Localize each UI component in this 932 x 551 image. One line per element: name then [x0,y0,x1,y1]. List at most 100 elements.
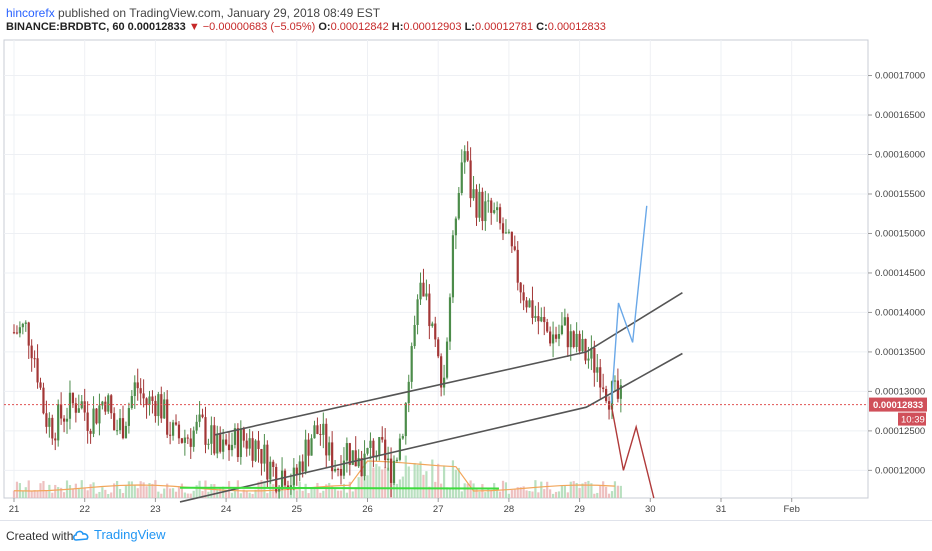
volume-bar [543,489,546,498]
candle-body [166,399,169,435]
volume-bar [160,493,163,498]
candle-body [27,322,30,346]
volume-bar [551,493,555,498]
brand-text: TradingView [94,527,166,542]
volume-bar [286,488,290,498]
candle-body [496,207,499,211]
volume-bar [269,480,272,498]
candle-body [242,429,245,441]
time-axis[interactable]: 21 22 23 24 25 26 27 28 29 30 31 Feb [9,498,800,515]
volume-bar [454,469,457,498]
volume-bar [510,489,513,498]
candle-body [537,316,540,322]
y-tick-label: 0.00015500 [875,189,925,200]
projection-up-path[interactable] [610,205,648,404]
candle-body [578,333,581,352]
candle-body [599,367,602,388]
candle-body [333,468,337,472]
volume-bar [404,455,407,498]
volume-ma-line [13,460,615,492]
tradingview-logo[interactable]: TradingView [72,527,166,542]
volume-bar [354,487,357,498]
price-axis[interactable]: 0.00017000 0.00016500 0.00016000 0.00015500… [868,71,927,477]
volume-bar [130,481,133,498]
candlestick-series[interactable] [12,141,622,499]
candle-body [478,191,481,218]
volume-bar [460,491,463,498]
volume-bar [593,493,596,498]
drawings-layer[interactable] [4,205,868,503]
support-line[interactable] [180,486,499,490]
candle-body [313,425,316,439]
candle-body [510,231,513,247]
volume-bar [419,461,422,498]
candle-body [245,440,248,449]
candle-body [569,331,572,348]
volume-bar [74,483,77,498]
volume-bar [251,493,254,498]
volume-bar [478,491,481,498]
trend-channel-upper[interactable] [214,292,683,436]
candle-body [207,443,210,445]
candle-body [45,413,48,427]
volume-bar [225,492,228,498]
candle-body [342,460,346,476]
candle-body [186,437,189,439]
volume-bar [21,490,24,498]
candle-body [575,333,578,347]
volume-bar [48,484,51,498]
volume-bar [590,483,593,498]
candle-body [57,404,60,441]
volume-bar [339,490,343,498]
candle-body [469,160,472,199]
candle-body [528,300,531,308]
candle-body [357,457,360,467]
candle-body [442,377,446,388]
x-tick-label: 22 [79,504,90,515]
candle-body [484,201,487,222]
candle-body [92,408,95,434]
candle-body [210,425,213,444]
candle-body [213,425,216,454]
candle-body [549,331,552,344]
candle-body [490,200,493,213]
candle-body [504,232,508,234]
candle-body [289,485,293,489]
candle-body [180,438,184,443]
candle-body [360,457,363,477]
candle-body [475,189,478,218]
volume-bar [316,482,319,498]
candle-body [145,398,148,405]
candle-body [222,439,225,452]
volume-bar [233,490,237,498]
candle-body [584,338,587,361]
volume-bar [616,485,619,498]
candle-body [460,162,463,193]
volume-bar [298,481,301,498]
volume-bar [395,483,399,498]
y-tick-label: 0.00016500 [875,110,925,121]
volume-bar [201,491,204,498]
author-link[interactable]: hincorefx [6,6,55,20]
symbol-name[interactable]: BINANCE:BRDBTC, 60 [6,21,125,33]
volume-bar [116,480,119,498]
trend-channel-lower[interactable] [179,352,683,503]
last-price-tag [869,397,927,412]
candle-body [254,440,257,461]
candle-body [395,459,399,461]
volume-bar [572,481,575,498]
candle-body [104,401,107,412]
candle-body [322,423,325,435]
volume-bar [230,492,234,498]
candle-body [33,358,36,360]
countdown-label: 10:39 [901,415,925,426]
candle-body [481,191,484,222]
y-tick-label: 0.00015000 [875,228,925,239]
chart-header: hincorefx published on TradingView.com, … [0,0,932,38]
candle-body [68,392,72,419]
volume-bar [133,484,136,498]
volume-bar [83,487,86,498]
projection-down-path[interactable] [610,405,655,499]
price-chart[interactable]: 0.00017000 0.00016500 0.00016000 0.00015500… [0,0,932,520]
volume-bar [490,489,493,498]
